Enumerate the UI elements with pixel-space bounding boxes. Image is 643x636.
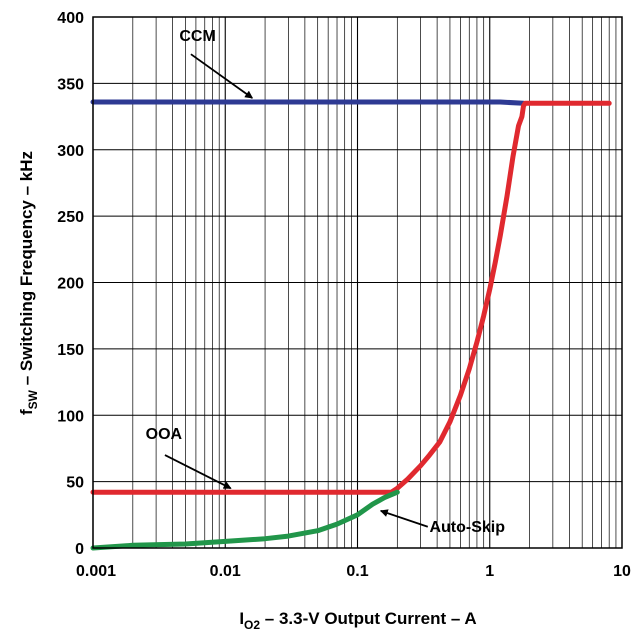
x-tick-label: 0.1 [346, 563, 368, 580]
annotation-label-auto-skip: Auto-Skip [429, 519, 505, 536]
y-tick-label: 50 [66, 475, 84, 492]
x-tick-labels: 0.001 0.01 0.1 1 10 [76, 563, 631, 580]
y-tick-labels: 0 50 100 150 200 250 300 350 400 [57, 10, 84, 558]
annotation-arrow-auto-skip [379, 509, 429, 528]
series-line-auto-skip [90, 489, 400, 551]
annotation-label-ccm: CCM [179, 28, 215, 45]
y-tick-label: 200 [57, 276, 84, 293]
y-tick-label: 400 [57, 10, 84, 27]
plot-frame [92, 16, 623, 549]
series-lines [90, 99, 612, 551]
y-tick-label: 250 [57, 209, 84, 226]
x-axis-label-main: I [239, 609, 244, 628]
y-axis-label-sub: SW [26, 389, 40, 409]
x-tick-label: 0.01 [210, 563, 241, 580]
series-line-ooa [90, 100, 612, 495]
y-axis-label-rest: – Switching Frequency – kHz [17, 151, 36, 390]
annotation-arrow-ooa [164, 454, 232, 490]
x-axis-label: IO2 – 3.3-V Output Current – A [239, 609, 476, 632]
series-line-ccm [90, 99, 526, 106]
y-tick-label: 100 [57, 408, 84, 425]
x-axis-label-rest: – 3.3-V Output Current – A [260, 609, 477, 628]
annotation-arrow-ccm [190, 53, 254, 99]
y-axis-label-main: f [17, 409, 36, 415]
x-tick-label: 1 [485, 563, 494, 580]
x-tick-label: 0.001 [76, 563, 116, 580]
annotations: CCM OOA Auto-Skip [146, 28, 506, 536]
annotation-label-ooa: OOA [146, 426, 183, 443]
y-tick-label: 350 [57, 76, 84, 93]
grid [92, 16, 622, 549]
x-tick-label: 10 [613, 563, 631, 580]
x-axis-label-sub: O2 [244, 618, 260, 632]
y-tick-label: 0 [75, 541, 84, 558]
y-tick-label: 300 [57, 143, 84, 160]
y-axis-label: fSW – Switching Frequency – kHz [17, 151, 40, 415]
y-tick-label: 150 [57, 342, 84, 359]
